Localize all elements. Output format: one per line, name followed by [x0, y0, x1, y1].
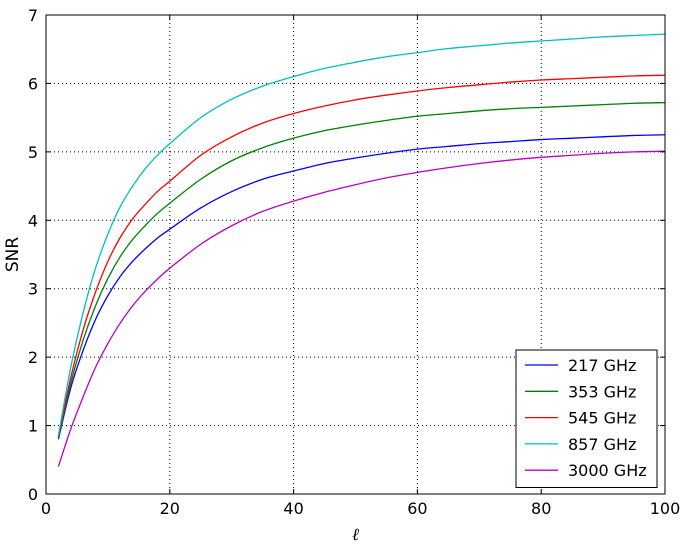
x-tick-label: 20 [160, 499, 180, 518]
tick-labels: 0 20 40 60 80 100 0 1 2 3 4 5 6 7 [28, 6, 680, 518]
legend: 217 GHz 353 GHz 545 GHz 857 GHz 3000 GHz [515, 349, 658, 488]
y-tick-label: 4 [28, 211, 38, 230]
series-line-857-ghz [57, 33, 666, 436]
legend-box [515, 349, 658, 488]
y-tick-label: 7 [28, 6, 38, 25]
y-tick-label: 2 [28, 348, 38, 367]
x-tick-label: 100 [650, 499, 681, 518]
series-line-545-ghz [57, 74, 666, 437]
x-tick-label: 40 [283, 499, 303, 518]
y-tick-label: 5 [28, 143, 38, 162]
series-line-217-ghz [57, 134, 666, 440]
legend-label: 545 GHz [568, 409, 636, 428]
plot-frame [45, 14, 666, 495]
x-tick-label: 80 [531, 499, 551, 518]
y-tick-label: 0 [28, 485, 38, 504]
legend-label: 857 GHz [568, 435, 636, 454]
legend-label: 3000 GHz [568, 461, 647, 480]
series-line-353-ghz [57, 101, 666, 439]
series-lines [57, 33, 666, 467]
x-axis-label: ℓ [352, 525, 359, 544]
x-tick-label: 0 [41, 499, 51, 518]
legend-label: 217 GHz [568, 356, 636, 375]
y-tick-label: 3 [28, 280, 38, 299]
y-tick-label: 1 [28, 417, 38, 436]
x-tick-label: 60 [407, 499, 427, 518]
tick-marks [45, 14, 666, 495]
y-axis-label: SNR [3, 237, 23, 273]
series-line-3000-ghz [57, 150, 666, 467]
legend-label: 353 GHz [568, 382, 636, 401]
y-tick-label: 6 [28, 74, 38, 93]
